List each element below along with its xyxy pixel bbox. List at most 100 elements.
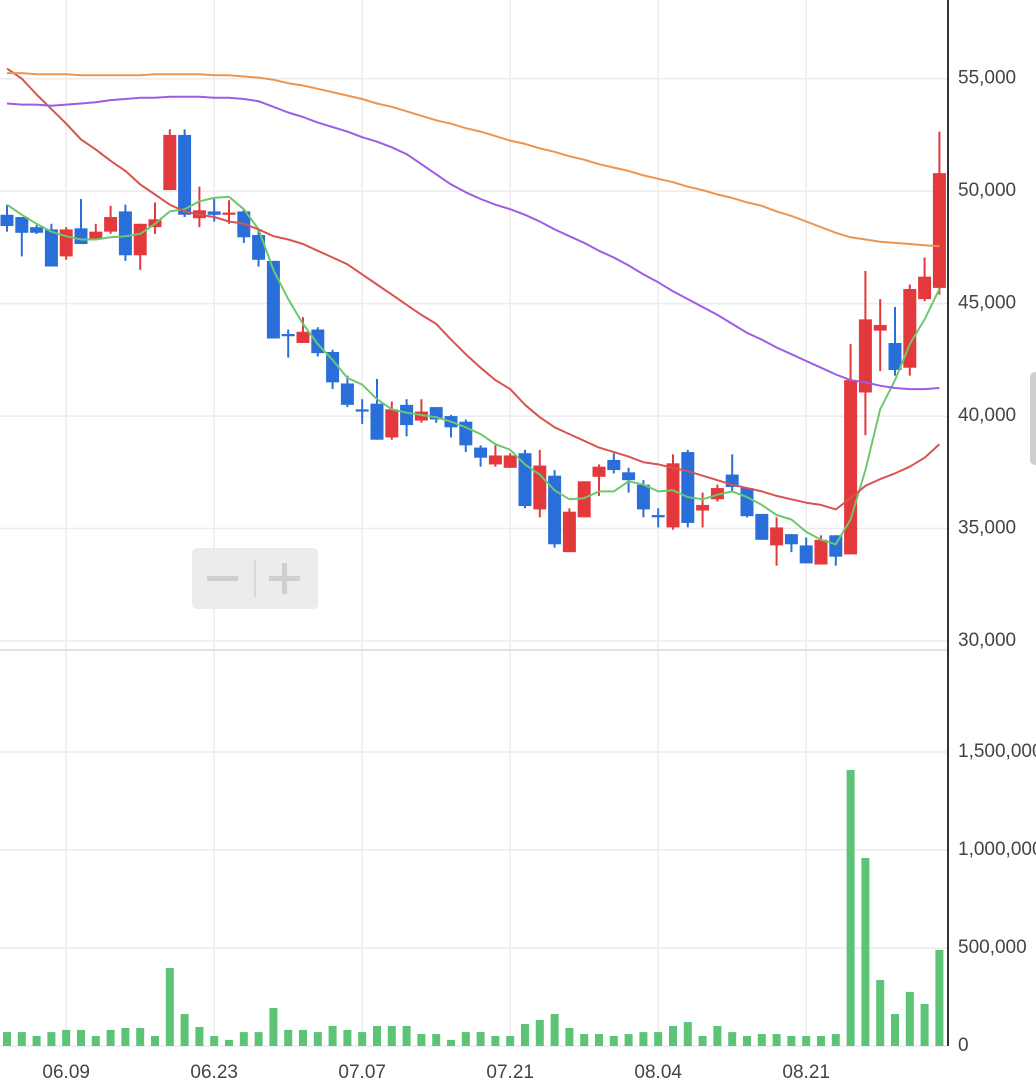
moving-average-line xyxy=(6,67,941,511)
volume-bar xyxy=(284,1029,293,1046)
candle-body xyxy=(696,504,710,511)
x-tick-label: 07.21 xyxy=(486,1062,534,1078)
volume-bar xyxy=(876,979,885,1046)
y-tick-label: 45,000 xyxy=(958,293,1016,314)
x-tick-label: 06.09 xyxy=(42,1062,90,1078)
volume-bar xyxy=(713,1026,722,1046)
candle-body xyxy=(340,383,354,405)
volume-bar xyxy=(580,1034,589,1046)
candle-body xyxy=(488,455,502,465)
candle-body xyxy=(740,488,754,517)
volume-bar xyxy=(624,1034,633,1046)
candle-body xyxy=(0,214,14,227)
volume-bar xyxy=(328,1026,337,1046)
volume-bar xyxy=(447,1039,455,1046)
candle-body xyxy=(207,211,221,215)
volume-bar xyxy=(225,1039,233,1046)
volume-bar xyxy=(683,1022,692,1046)
candle-body xyxy=(326,351,340,383)
candle-body xyxy=(222,212,236,215)
volume-bar xyxy=(550,1014,559,1046)
y-tick-label: 50,000 xyxy=(958,180,1016,201)
volume-bar xyxy=(343,1029,352,1046)
volume-bar xyxy=(491,1036,500,1046)
labels: 30,000 35,000 40,000 45,000 50,000 55,000 06.0… xyxy=(42,68,1036,1078)
candle-body xyxy=(459,421,473,446)
volume-bar xyxy=(269,1007,278,1046)
candle-body xyxy=(178,134,192,215)
candle-body xyxy=(651,515,665,518)
volume-bar xyxy=(698,1036,707,1046)
candle-body xyxy=(385,409,399,438)
candle-body xyxy=(104,217,118,232)
candle-body xyxy=(30,227,44,233)
volume-bar xyxy=(17,1032,26,1046)
volume-bar xyxy=(387,1026,396,1046)
volume-bar xyxy=(313,1032,322,1046)
volume-bar xyxy=(920,1004,929,1046)
volume-bar xyxy=(654,1032,663,1046)
volume-bar xyxy=(136,1027,145,1046)
volume-bar xyxy=(669,1026,677,1046)
x-tick-label: 08.21 xyxy=(782,1062,830,1078)
candle-body xyxy=(932,173,946,288)
volume-bar xyxy=(802,1036,811,1046)
candle-body xyxy=(89,231,103,240)
candle-body xyxy=(503,455,517,468)
candle-body xyxy=(888,342,902,370)
candle-body xyxy=(755,513,769,540)
volume-bar xyxy=(47,1032,56,1046)
candle-body xyxy=(74,228,88,245)
volume-bar xyxy=(757,1034,766,1046)
candle-body xyxy=(666,463,680,528)
y-tick-label: 35,000 xyxy=(958,518,1016,539)
scroll-handle[interactable] xyxy=(1030,372,1036,465)
candle-body xyxy=(533,465,547,510)
candle-body xyxy=(474,447,488,458)
volume-bar xyxy=(861,858,870,1046)
moving-average-line xyxy=(6,95,940,391)
candle-body xyxy=(266,260,280,339)
volume-bar xyxy=(210,1036,219,1046)
y-tick-label: 0 xyxy=(958,1035,969,1056)
volume-bar xyxy=(728,1032,737,1046)
candle-body xyxy=(799,545,813,564)
candle-body xyxy=(903,289,917,368)
volume-bar xyxy=(358,1032,367,1046)
zoom-out[interactable] xyxy=(207,576,238,581)
volume-bar xyxy=(535,1019,544,1046)
volume-bar xyxy=(62,1029,71,1046)
volume-bar xyxy=(402,1026,411,1046)
zoom-in[interactable] xyxy=(282,563,287,594)
y-tick-label: 1,500,000 xyxy=(958,741,1036,762)
candle-body xyxy=(873,324,887,331)
candle-body xyxy=(281,333,295,337)
candle-body xyxy=(592,466,606,477)
marks xyxy=(0,67,946,1046)
volume-bar xyxy=(609,1036,618,1046)
y-tick-label: 40,000 xyxy=(958,405,1016,426)
zoom-control[interactable] xyxy=(192,548,318,609)
volume-bar xyxy=(831,1034,840,1046)
moving-average-line xyxy=(7,72,940,248)
y-tick-label: 1,000,000 xyxy=(958,839,1036,860)
volume-bar xyxy=(935,949,944,1046)
candle-body xyxy=(918,276,932,300)
volume-bar xyxy=(254,1032,263,1046)
volume-bar xyxy=(299,1029,307,1046)
candle-body xyxy=(133,223,147,256)
candle-body xyxy=(784,534,798,545)
candle-body xyxy=(252,235,266,260)
candle-body xyxy=(681,452,695,523)
volume-bar xyxy=(595,1034,603,1046)
volume-bar xyxy=(106,1029,115,1046)
candle-body xyxy=(710,488,724,500)
candle-body xyxy=(562,511,576,553)
candle-body xyxy=(370,403,384,440)
volume-bar xyxy=(239,1032,248,1046)
volume-bar xyxy=(743,1036,751,1046)
candle-body xyxy=(44,229,58,267)
volume-bar xyxy=(461,1032,470,1046)
